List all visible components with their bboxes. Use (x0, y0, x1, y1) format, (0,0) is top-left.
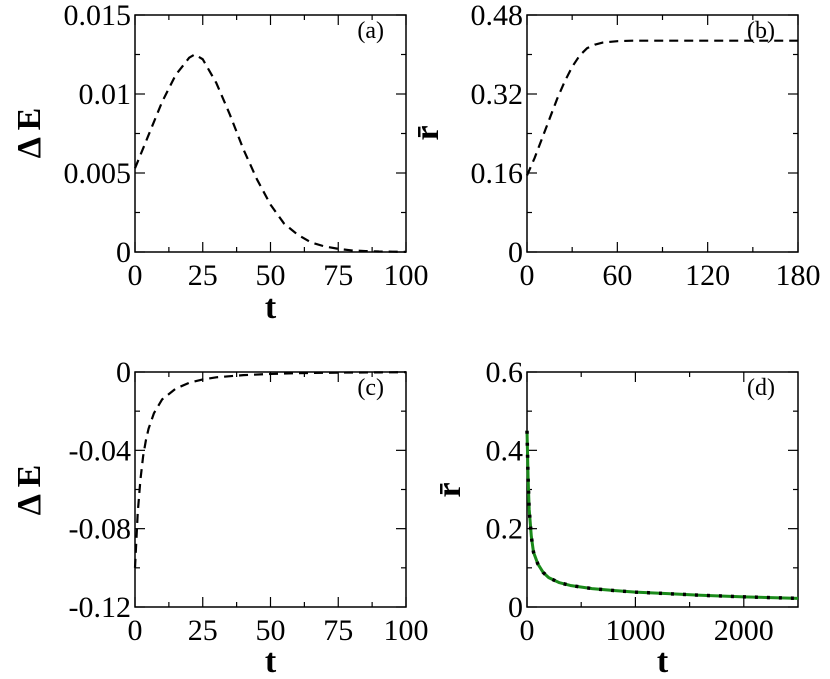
panel-b: 0 60 120 180 0 0.16 0.32 0.48 r̄ (b) (409, 0, 821, 292)
series-line-d-0 (525, 430, 799, 600)
y-tick-label-b: 0 (508, 236, 523, 269)
x-axis-label-c: t (265, 643, 277, 679)
y-tick-label-b: 0.32 (471, 78, 524, 111)
x-tick-label-c: 50 (256, 614, 286, 647)
x-tick-label-d: 2000 (714, 614, 774, 647)
series-line-b-0 (525, 39, 798, 176)
y-tick-label-b: 0.48 (471, 0, 524, 32)
y-axis-label-d: r̄ (431, 482, 468, 497)
y-tick-label-c: 0 (116, 356, 131, 389)
x-tick-label-c: 25 (188, 614, 218, 647)
x-tick-label-a: 0 (128, 259, 143, 292)
y-tick-label-d: 0.4 (486, 434, 524, 467)
y-tick-label-d: 0.2 (486, 513, 524, 546)
panel-label-a: (a) (357, 18, 384, 44)
x-tick-label-b: 180 (776, 259, 821, 292)
panel-label-b: (b) (747, 18, 775, 44)
y-axis-label-b: r̄ (409, 125, 446, 140)
panel-a: 0 25 50 75 100 0 0.005 0.01 0.015 t Δ E (a) (11, 0, 429, 326)
plot-frame-d (526, 371, 799, 608)
x-tick-label-d: 1000 (605, 614, 665, 647)
y-tick-label-d: 0 (508, 591, 523, 624)
x-tick-label-b: 60 (602, 259, 632, 292)
panel-d: 0 1000 2000 0 0.2 0.4 0.6 t r̄ (d) (431, 356, 799, 679)
y-axis-label-c: Δ E (11, 465, 48, 516)
panel-c: 0 25 50 75 100 -0.12 -0.08 -0.04 0 t Δ E (c) (11, 356, 429, 679)
y-tick-label-a: 0 (116, 236, 131, 269)
plot-frame-a (134, 14, 407, 253)
x-tick-label-c: 75 (323, 614, 353, 647)
y-tick-label-c: -0.08 (69, 513, 132, 546)
x-tick-label-a: 50 (256, 259, 286, 292)
y-tick-label-b: 0.16 (471, 157, 524, 190)
x-tick-label-c: 100 (384, 614, 429, 647)
panel-label-d: (d) (747, 375, 775, 401)
x-tick-label-a: 25 (188, 259, 218, 292)
series-line-d-1 (525, 430, 799, 601)
y-tick-label-d: 0.6 (486, 356, 524, 389)
x-tick-label-a: 100 (384, 259, 429, 292)
series-line-c-0 (133, 371, 407, 568)
y-tick-label-a: 0.01 (79, 78, 132, 111)
y-axis-label-a: Δ E (11, 108, 48, 159)
x-tick-label-b: 0 (520, 259, 535, 292)
x-tick-label-d: 0 (520, 614, 535, 647)
x-tick-label-b: 120 (685, 259, 730, 292)
series-line-a-0 (133, 53, 407, 253)
x-tick-label-c: 0 (128, 614, 143, 647)
y-tick-label-c: -0.12 (69, 591, 132, 624)
x-axis-label-a: t (265, 289, 277, 326)
y-tick-label-a: 0.015 (64, 0, 132, 32)
x-axis-label-d: t (657, 643, 669, 679)
plot-frame-c (134, 371, 407, 608)
y-tick-label-a: 0.005 (64, 157, 132, 190)
panel-label-c: (c) (357, 375, 384, 401)
plot-frame-b (526, 14, 799, 253)
x-tick-label-a: 75 (323, 259, 353, 292)
y-tick-label-c: -0.04 (69, 434, 132, 467)
